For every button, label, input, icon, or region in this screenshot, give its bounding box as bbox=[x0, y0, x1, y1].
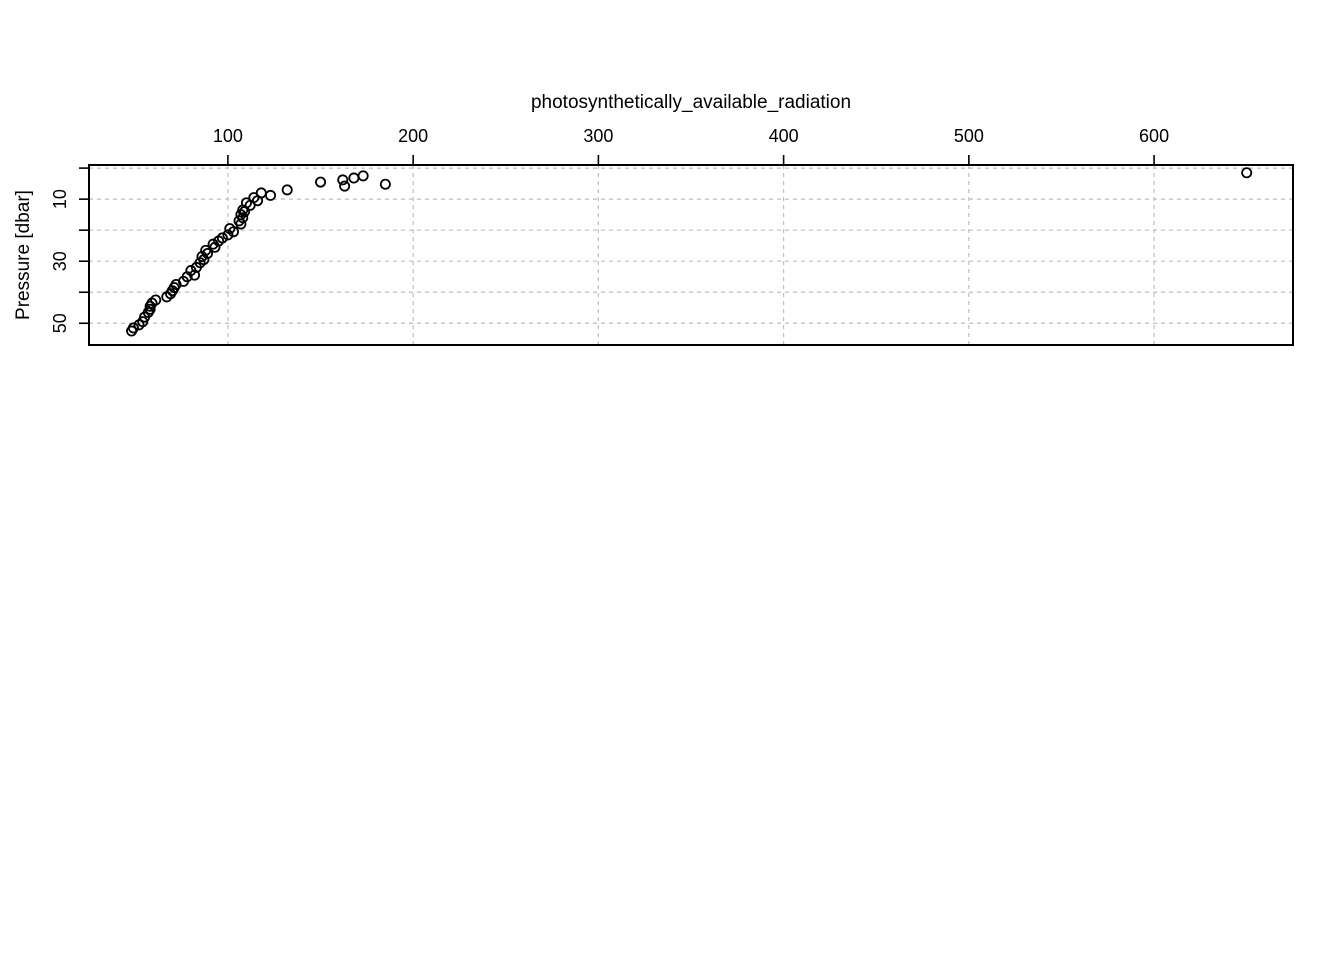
x-axis-title: photosynthetically_available_radiation bbox=[531, 92, 851, 113]
y-tick-label: 10 bbox=[50, 189, 70, 209]
x-tick-label: 100 bbox=[213, 126, 243, 146]
x-tick-label: 400 bbox=[769, 126, 799, 146]
data-point bbox=[222, 229, 234, 241]
x-tick-label: 500 bbox=[954, 126, 984, 146]
data-point bbox=[379, 178, 391, 190]
points-layer bbox=[126, 167, 1253, 337]
y-axis: 10 30 50 bbox=[50, 167, 89, 333]
x-axis: 100 200 300 400 500 600 bbox=[213, 126, 1169, 165]
data-point bbox=[337, 174, 349, 186]
x-tick-label: 300 bbox=[583, 126, 613, 146]
data-point bbox=[126, 325, 138, 337]
data-point bbox=[209, 241, 221, 253]
data-point bbox=[357, 170, 369, 182]
plot-frame bbox=[88, 164, 1294, 346]
data-point bbox=[339, 180, 351, 192]
y-tick-label: 30 bbox=[50, 251, 70, 271]
data-point bbox=[348, 172, 360, 184]
data-point bbox=[190, 261, 202, 273]
y-tick-label: 50 bbox=[50, 313, 70, 333]
grid-layer bbox=[89, 165, 1293, 345]
data-point bbox=[235, 218, 247, 230]
data-point bbox=[281, 184, 293, 196]
x-tick-label: 600 bbox=[1139, 126, 1169, 146]
data-point bbox=[1241, 167, 1253, 179]
x-tick-label: 200 bbox=[398, 126, 428, 146]
data-point bbox=[265, 189, 277, 201]
data-point bbox=[161, 291, 173, 303]
y-axis-title: Pressure [dbar] bbox=[13, 190, 34, 320]
data-point bbox=[133, 319, 145, 331]
data-point bbox=[189, 269, 201, 281]
data-point bbox=[144, 300, 156, 312]
data-point bbox=[315, 176, 327, 188]
data-point bbox=[227, 226, 239, 238]
